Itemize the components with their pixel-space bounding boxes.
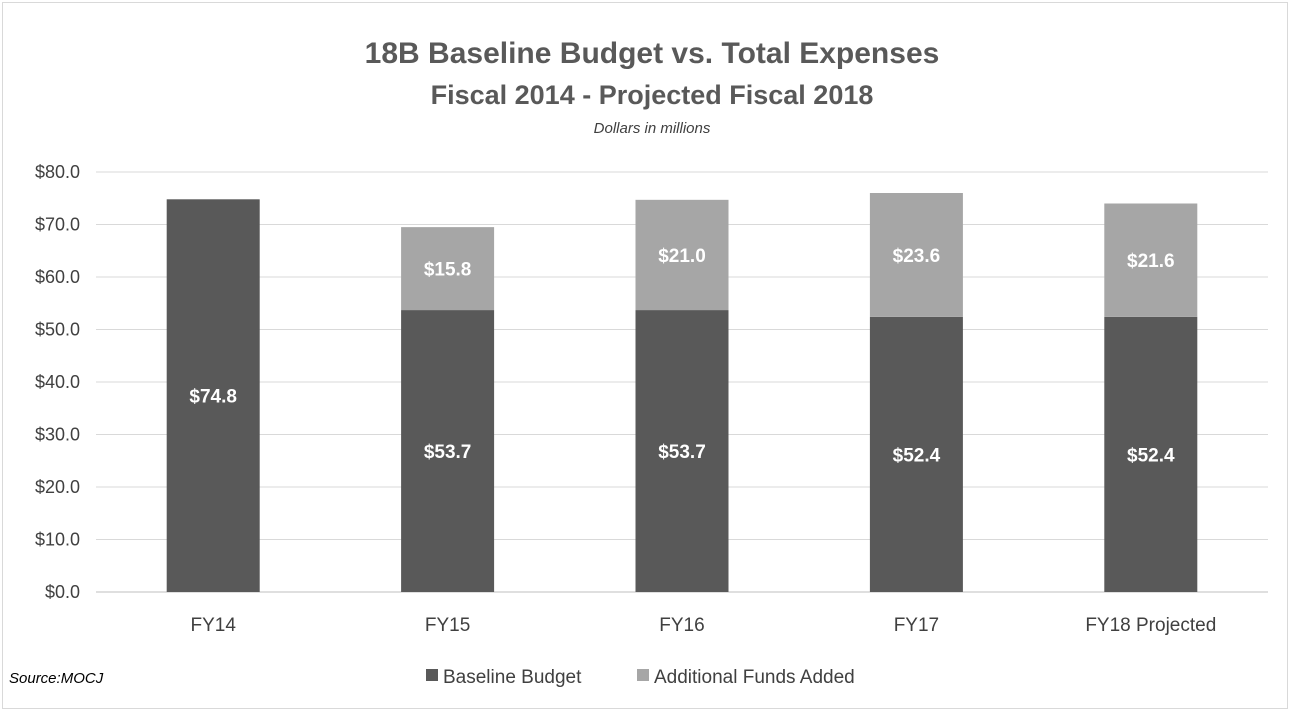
bar-additional-funds: [635, 199, 729, 311]
data-label: $23.6: [893, 246, 941, 267]
bar-baseline-budget: [635, 310, 729, 592]
y-tick-label: $80.0: [35, 162, 80, 182]
bar-baseline-budget: [166, 199, 260, 593]
bar-baseline-budget: [869, 316, 963, 592]
y-tick-label: $10.0: [35, 530, 80, 550]
chart-title: 18B Baseline Budget vs. Total Expenses: [365, 37, 940, 70]
bar-baseline-budget: [1104, 316, 1198, 592]
y-tick-label: $50.0: [35, 320, 80, 340]
x-category-label: FY18 Projected: [1085, 615, 1216, 636]
y-tick-label: $70.0: [35, 215, 80, 235]
legend-label: Additional Funds Added: [654, 667, 855, 688]
legend-swatch-baseline: [426, 669, 438, 681]
data-label: $21.6: [1127, 251, 1175, 272]
y-tick-label: $0.0: [45, 582, 80, 602]
data-label: $52.4: [893, 445, 941, 466]
x-category-label: FY16: [659, 615, 704, 636]
data-label: $53.7: [658, 442, 706, 463]
data-label: $21.0: [658, 246, 706, 267]
data-label: $52.4: [1127, 445, 1175, 466]
bar-additional-funds: [1104, 203, 1198, 317]
data-label: $53.7: [424, 442, 472, 463]
labels-layer: $74.8 FY14 $53.7 $15.8 FY15 $53.7 $21.0 FY16 $52…: [189, 246, 1216, 636]
y-tick-label: $40.0: [35, 372, 80, 392]
data-label: $15.8: [424, 260, 472, 281]
bars-layer: [166, 193, 1198, 593]
x-category-label: FY17: [894, 615, 939, 636]
legend: Baseline Budget Additional Funds Added: [426, 667, 855, 688]
x-category-label: FY14: [190, 615, 236, 636]
bar-additional-funds: [401, 227, 495, 311]
y-tick-label: $60.0: [35, 267, 80, 287]
chart-subtitle: Fiscal 2014 - Projected Fiscal 2018: [431, 80, 874, 110]
data-label: $74.8: [189, 387, 237, 408]
legend-label: Baseline Budget: [443, 667, 582, 688]
y-tick-label: $30.0: [35, 425, 80, 445]
x-category-label: FY15: [425, 615, 470, 636]
bar-baseline-budget: [401, 310, 495, 592]
legend-swatch-additional: [637, 669, 649, 681]
units-note: Dollars in millions: [594, 120, 711, 137]
source-note: Source:MOCJ: [9, 670, 104, 687]
y-tick-label: $20.0: [35, 477, 80, 497]
bar-additional-funds: [869, 193, 963, 317]
